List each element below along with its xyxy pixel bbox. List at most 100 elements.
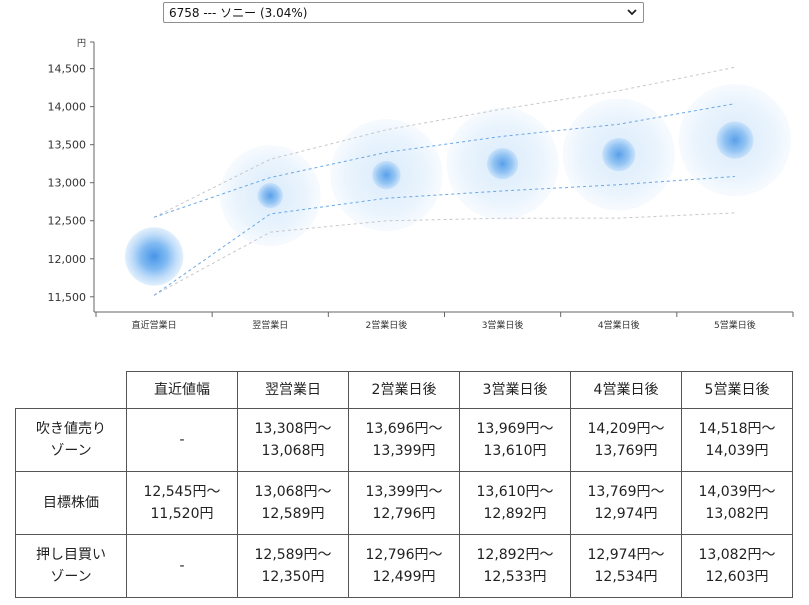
stock-select-value: 6758 --- ソニー (3.04%) — [169, 6, 308, 20]
table-cell-line: 13,610円〜 — [476, 484, 554, 500]
table-cell-line: 13,082円〜 — [698, 547, 776, 563]
table-cell: 14,518円〜 14,039円 — [681, 408, 793, 472]
table-cell: 13,696円〜 13,399円 — [348, 408, 460, 472]
x-tick-label: 4営業日後 — [598, 319, 640, 331]
table-cell-line: 12,350円 — [261, 569, 325, 585]
row-label-line: ゾーン — [50, 443, 92, 459]
table-cell-line: 14,518円〜 — [698, 421, 776, 437]
table-row: 吹き値売り ゾーン -13,308円〜 13,068円 13,696円〜 13,399円 1… — [15, 408, 793, 472]
x-tick-label: 翌営業日 — [252, 319, 288, 331]
stock-select[interactable]: 6758 --- ソニー (3.04%) — [163, 2, 644, 23]
x-tick-label: 2営業日後 — [366, 319, 408, 331]
row-label: 目標株価 — [15, 471, 127, 535]
table-cell-line: 12,892円〜 — [476, 547, 554, 563]
table-cell-line: 13,610円 — [483, 443, 547, 459]
table-cell-line: 13,969円〜 — [476, 421, 554, 437]
band-upper-line — [153, 103, 736, 218]
table-cell-line: 12,796円〜 — [365, 547, 443, 563]
row-label: 吹き値売り ゾーン — [15, 408, 127, 472]
row-label-line: 吹き値売り — [36, 421, 106, 437]
table-cell-line: 13,769円〜 — [587, 484, 665, 500]
table-cell: - — [126, 408, 238, 472]
table-cell-line: - — [179, 432, 185, 448]
table-cell: 13,068円〜 12,589円 — [237, 471, 349, 535]
table-cell: 12,545円〜 11,520円 — [126, 471, 238, 535]
y-tick-label: 13,000 — [48, 177, 87, 190]
table-cell-line: - — [179, 558, 185, 574]
table-header-cell: 5営業日後 — [681, 371, 793, 409]
forecast-chart: 円 14,500 14,000 13,500 13,000 12,500 12,000 11,… — [48, 38, 794, 331]
table-header-corner — [15, 371, 127, 409]
outer-lower-line — [153, 212, 735, 296]
table-cell-line: 13,399円 — [372, 443, 436, 459]
table-cell-line: 12,499円 — [372, 569, 436, 585]
chevron-down-icon — [627, 9, 637, 16]
table-cell-line: 12,534円 — [594, 569, 658, 585]
table-cell-line: 12,603円 — [705, 569, 769, 585]
bubble-current — [124, 227, 184, 286]
x-tick-label: 3営業日後 — [482, 319, 524, 331]
table-cell-line: 13,696円〜 — [365, 421, 443, 437]
table-cell: 13,769円〜 12,974円 — [570, 471, 682, 535]
table-cell-line: 13,308円〜 — [254, 421, 332, 437]
table-cell-line: 12,796円 — [372, 506, 436, 522]
table-cell: 12,589円〜 12,350円 — [237, 534, 349, 598]
table-cell: 12,796円〜 12,499円 — [348, 534, 460, 598]
row-label-line: 押し目買い — [36, 547, 106, 563]
outer-upper-line — [153, 66, 736, 218]
y-tick-label: 13,500 — [48, 139, 87, 152]
y-tick-label: 12,500 — [48, 215, 87, 228]
bubble-inner-1 — [257, 183, 283, 209]
bubble-inner-2 — [372, 160, 401, 190]
table-cell-line: 13,068円〜 — [254, 484, 332, 500]
table-header-cell: 2営業日後 — [348, 371, 460, 409]
table-cell-line: 13,769円 — [594, 443, 658, 459]
y-tick-label: 14,500 — [48, 63, 87, 76]
table-cell-line: 12,589円〜 — [254, 547, 332, 563]
x-tick-label: 5営業日後 — [714, 319, 756, 331]
forecast-table: 直近値幅 翌営業日 2営業日後 3営業日後 4営業日後 5営業日後 吹き値売りゾ… — [15, 371, 793, 598]
table-header-cell: 直近値幅 — [126, 371, 238, 409]
row-label: 押し目買い ゾーン — [15, 534, 127, 598]
table-header-cell: 翌営業日 — [237, 371, 349, 409]
table-row: 目標株価 12,545円〜 11,520円 13,068円〜 12,589円 13,399… — [15, 471, 793, 535]
table-cell-line: 12,892円 — [483, 506, 547, 522]
bubble-inner-4 — [602, 137, 636, 172]
x-tick-label: 直近営業日 — [132, 319, 177, 331]
table-cell-line: 13,399円〜 — [365, 484, 443, 500]
table-cell-line: 12,545円〜 — [143, 484, 221, 500]
table-cell: - — [126, 534, 238, 598]
table-cell: 13,399円〜 12,796円 — [348, 471, 460, 535]
table-cell-line: 12,533円 — [483, 569, 547, 585]
y-tick-label: 11,500 — [48, 291, 87, 304]
table-cell-line: 13,082円 — [705, 506, 769, 522]
table-cell-line: 14,039円〜 — [698, 484, 776, 500]
table-header-cell: 3営業日後 — [459, 371, 571, 409]
table-cell: 13,969円〜 13,610円 — [459, 408, 571, 472]
table-cell-line: 13,068円 — [261, 443, 325, 459]
y-tick-label: 14,000 — [48, 101, 87, 114]
table-cell: 13,308円〜 13,068円 — [237, 408, 349, 472]
table-cell-line: 12,589円 — [261, 506, 325, 522]
bubble-inner-3 — [486, 148, 519, 180]
table-row: 押し目買い ゾーン -12,589円〜 12,350円 12,796円〜 12,499円 1… — [15, 534, 793, 598]
bubble-inner-5 — [716, 121, 754, 159]
table-header-row: 直近値幅 翌営業日 2営業日後 3営業日後 4営業日後 5営業日後 — [15, 371, 793, 409]
table-cell: 14,209円〜 13,769円 — [570, 408, 682, 472]
table-header-cell: 4営業日後 — [570, 371, 682, 409]
table-cell-line: 11,520円 — [150, 506, 214, 522]
band-lower-line — [153, 175, 735, 296]
y-tick-label: 12,000 — [48, 253, 87, 266]
y-axis-unit-label: 円 — [77, 38, 86, 49]
table-cell-line: 14,039円 — [705, 443, 769, 459]
table-cell-line: 14,209円〜 — [587, 421, 665, 437]
table-cell: 13,610円〜 12,892円 — [459, 471, 571, 535]
table-cell-line: 12,974円 — [594, 506, 658, 522]
table-cell: 12,974円〜 12,534円 — [570, 534, 682, 598]
row-label-line: ゾーン — [50, 569, 92, 585]
table-cell: 12,892円〜 12,533円 — [459, 534, 571, 598]
table-cell: 14,039円〜 13,082円 — [681, 471, 793, 535]
table-cell-line: 12,974円〜 — [587, 547, 665, 563]
row-label-line: 目標株価 — [43, 495, 99, 511]
table-cell: 13,082円〜 12,603円 — [681, 534, 793, 598]
